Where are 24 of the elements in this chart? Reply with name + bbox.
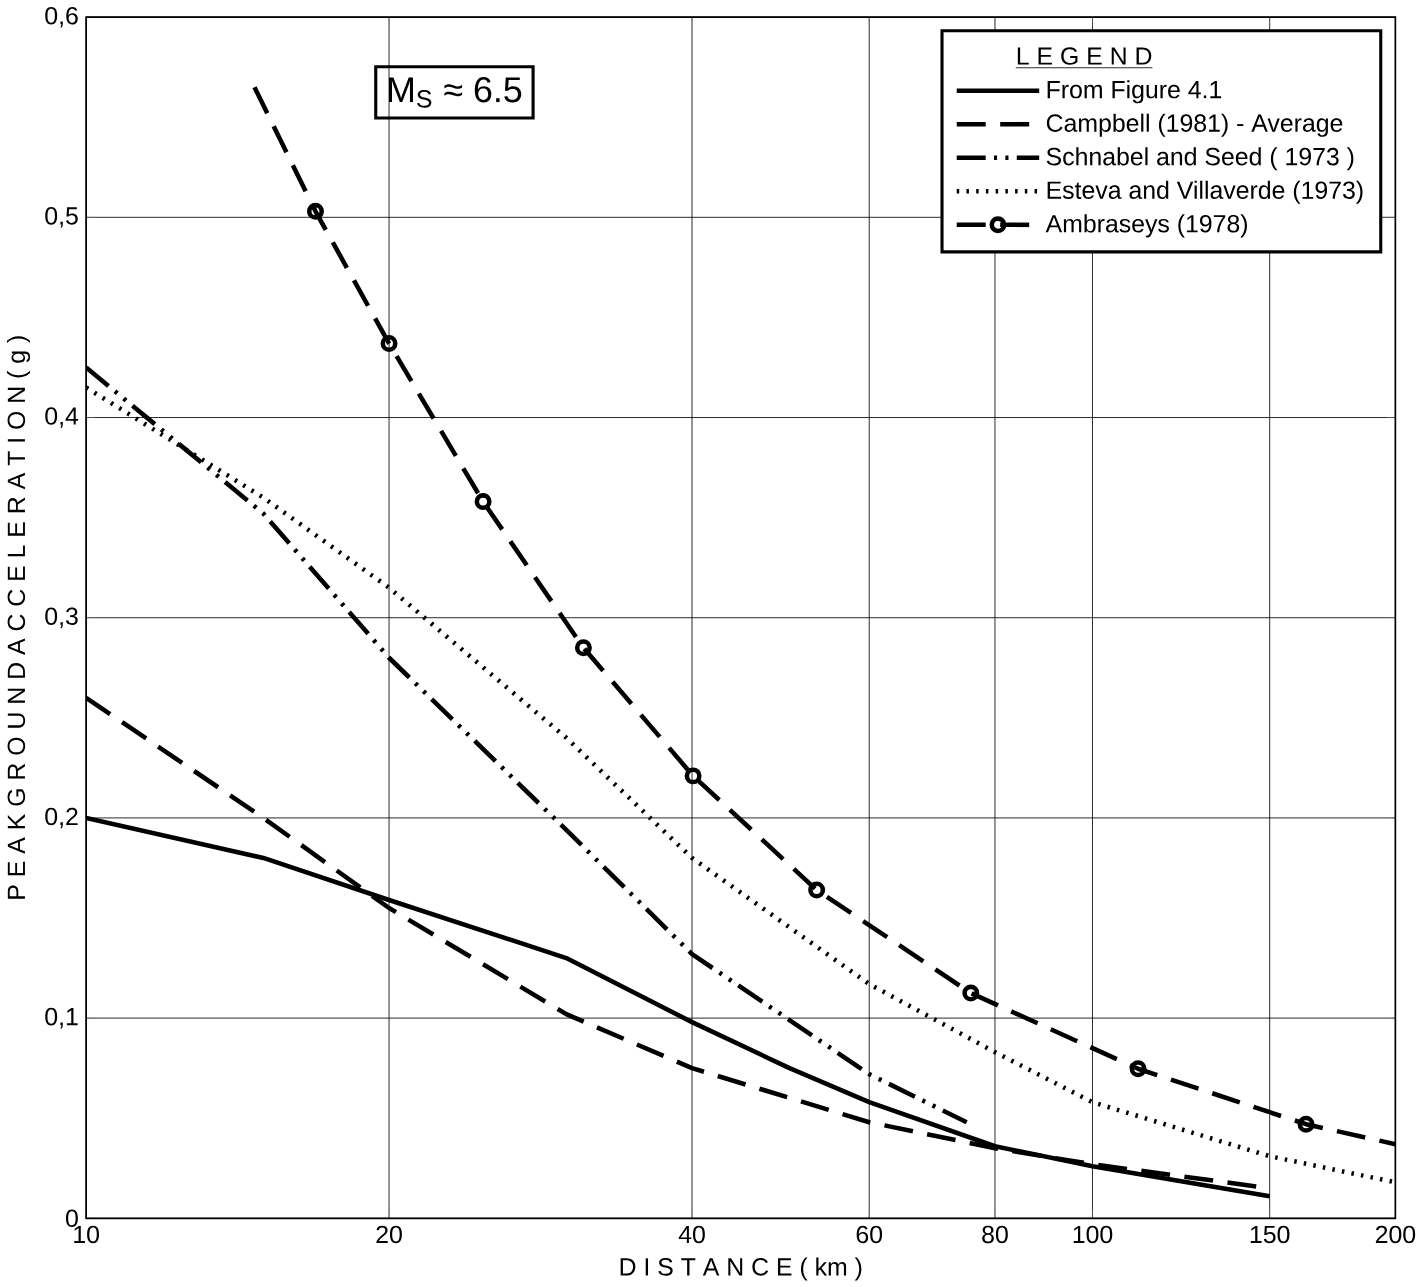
legend-label: Schnabel and Seed ( 1973 )	[1046, 146, 1354, 171]
y-tick-label: 0	[65, 1209, 78, 1227]
legend-label: Ambraseys (1978)	[1045, 214, 1247, 238]
x-tick-label: 60	[856, 1225, 883, 1243]
x-tick-label: 100	[1073, 1225, 1113, 1243]
x-tick-label: 200	[1375, 1225, 1416, 1243]
y-tick-label: 0,6	[45, 6, 78, 28]
y-axis-title: P E A K G R O U N D A C C E L E R A T I O N ( g )	[6, 336, 31, 899]
y-tick-label: 0,4	[45, 407, 79, 428]
x-tick-label: 40	[678, 1225, 705, 1243]
y-tick-label: 0,1	[45, 1007, 78, 1029]
x-tick-label: 80	[982, 1225, 1008, 1243]
annotation: M$_{S}$ ≈ 6.5	[389, 76, 522, 108]
y-tick-label: 0,2	[45, 807, 78, 828]
legend-label: From Figure 4.1	[1047, 79, 1222, 104]
x-tick-label: 10	[74, 1225, 99, 1243]
legend-label: Campbell (1981) - Average	[1046, 113, 1343, 137]
x-axis-title: D I S T A N C E ( km )	[620, 1257, 862, 1281]
x-tick-label: 150	[1250, 1225, 1290, 1243]
y-tick-label: 0,5	[45, 206, 78, 228]
legend-label: Esteva and Villaverde (1973)	[1047, 180, 1363, 204]
x-tick-label: 20	[376, 1225, 402, 1243]
y-tick-label: 0,3	[45, 607, 78, 628]
legend-title: L E G E N D	[1017, 47, 1152, 65]
